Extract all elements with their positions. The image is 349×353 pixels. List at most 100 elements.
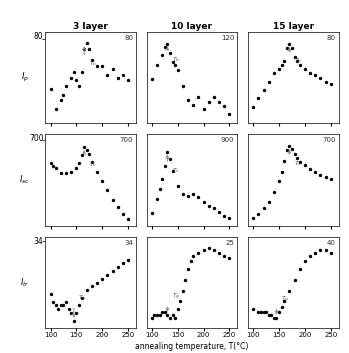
Point xyxy=(152,312,157,318)
Point xyxy=(276,66,282,72)
Point xyxy=(211,95,217,100)
Text: 700: 700 xyxy=(322,137,336,143)
Point xyxy=(89,58,95,63)
Point xyxy=(162,44,168,50)
Point xyxy=(271,315,277,320)
Point xyxy=(94,169,100,175)
Text: 34: 34 xyxy=(124,240,133,246)
Y-axis label: $I_p$: $I_p$ xyxy=(21,71,29,84)
Point xyxy=(159,309,165,315)
Point xyxy=(279,169,284,175)
Text: annealing temperature, T(°C): annealing temperature, T(°C) xyxy=(135,342,248,351)
Point xyxy=(251,307,256,312)
Point xyxy=(157,312,162,318)
Point xyxy=(191,253,196,258)
Text: $T_g$: $T_g$ xyxy=(78,293,87,304)
Point xyxy=(167,315,173,320)
Point xyxy=(216,99,222,105)
Point xyxy=(328,176,334,181)
Point xyxy=(281,299,287,304)
Point xyxy=(89,283,95,289)
Point xyxy=(185,97,191,103)
Title: 10 layer: 10 layer xyxy=(171,22,213,31)
Point xyxy=(323,174,328,180)
Point xyxy=(251,215,256,221)
Point xyxy=(287,144,292,149)
Point xyxy=(53,106,59,112)
Point xyxy=(99,179,105,184)
Point xyxy=(261,309,266,315)
Point xyxy=(292,151,297,156)
Point xyxy=(50,163,56,168)
Point xyxy=(196,195,201,200)
Point xyxy=(279,62,284,68)
Point xyxy=(48,160,53,166)
Point xyxy=(48,86,53,92)
Text: 80: 80 xyxy=(34,32,44,41)
Point xyxy=(159,52,165,58)
Point xyxy=(149,211,155,216)
Point xyxy=(149,315,155,320)
Point xyxy=(87,46,92,52)
Point xyxy=(99,63,105,69)
Point xyxy=(222,213,227,219)
Point xyxy=(180,83,186,89)
Point xyxy=(294,155,300,161)
Point xyxy=(55,306,61,312)
Point xyxy=(268,312,274,318)
Point xyxy=(58,170,64,176)
Point xyxy=(323,247,328,253)
Text: 80: 80 xyxy=(124,35,133,41)
Point xyxy=(84,40,90,46)
Point xyxy=(125,257,131,263)
Point xyxy=(58,303,64,308)
Text: $T_b$: $T_b$ xyxy=(294,56,302,65)
Text: $T_v$: $T_v$ xyxy=(89,160,97,168)
Point xyxy=(201,199,206,204)
Point xyxy=(53,303,59,308)
Point xyxy=(175,307,180,312)
Point xyxy=(120,72,126,78)
Point xyxy=(165,312,170,318)
Point xyxy=(71,69,76,74)
Point xyxy=(115,75,120,80)
Point xyxy=(297,62,303,68)
Point xyxy=(196,95,201,100)
Point xyxy=(328,250,334,256)
Point xyxy=(110,66,116,72)
Text: $T_v$: $T_v$ xyxy=(172,166,180,175)
Y-axis label: $I_{sc}$: $I_{sc}$ xyxy=(19,174,30,186)
Point xyxy=(149,76,155,82)
Point xyxy=(292,54,297,60)
Point xyxy=(48,291,53,297)
Point xyxy=(222,103,227,108)
Point xyxy=(105,72,110,78)
Point xyxy=(266,312,272,318)
Point xyxy=(227,256,232,261)
Point xyxy=(188,258,193,264)
Text: $T_b$: $T_b$ xyxy=(172,55,180,64)
Point xyxy=(81,144,87,150)
Point xyxy=(170,168,175,174)
Point xyxy=(292,277,297,283)
Point xyxy=(211,247,217,253)
Point xyxy=(74,166,79,171)
Point xyxy=(68,169,74,175)
Point xyxy=(206,245,211,250)
Point xyxy=(307,253,313,258)
Point xyxy=(87,151,92,157)
Text: 700: 700 xyxy=(29,134,44,143)
Title: 15 layer: 15 layer xyxy=(273,22,314,31)
Point xyxy=(289,146,295,152)
Point xyxy=(185,193,191,199)
Point xyxy=(255,96,261,101)
Point xyxy=(74,78,79,83)
Point xyxy=(157,186,162,192)
Point xyxy=(159,176,165,181)
Point xyxy=(68,75,74,80)
Point xyxy=(180,191,186,197)
Point xyxy=(312,250,318,256)
Point xyxy=(178,299,183,304)
Point xyxy=(318,247,323,253)
Point xyxy=(284,46,290,51)
